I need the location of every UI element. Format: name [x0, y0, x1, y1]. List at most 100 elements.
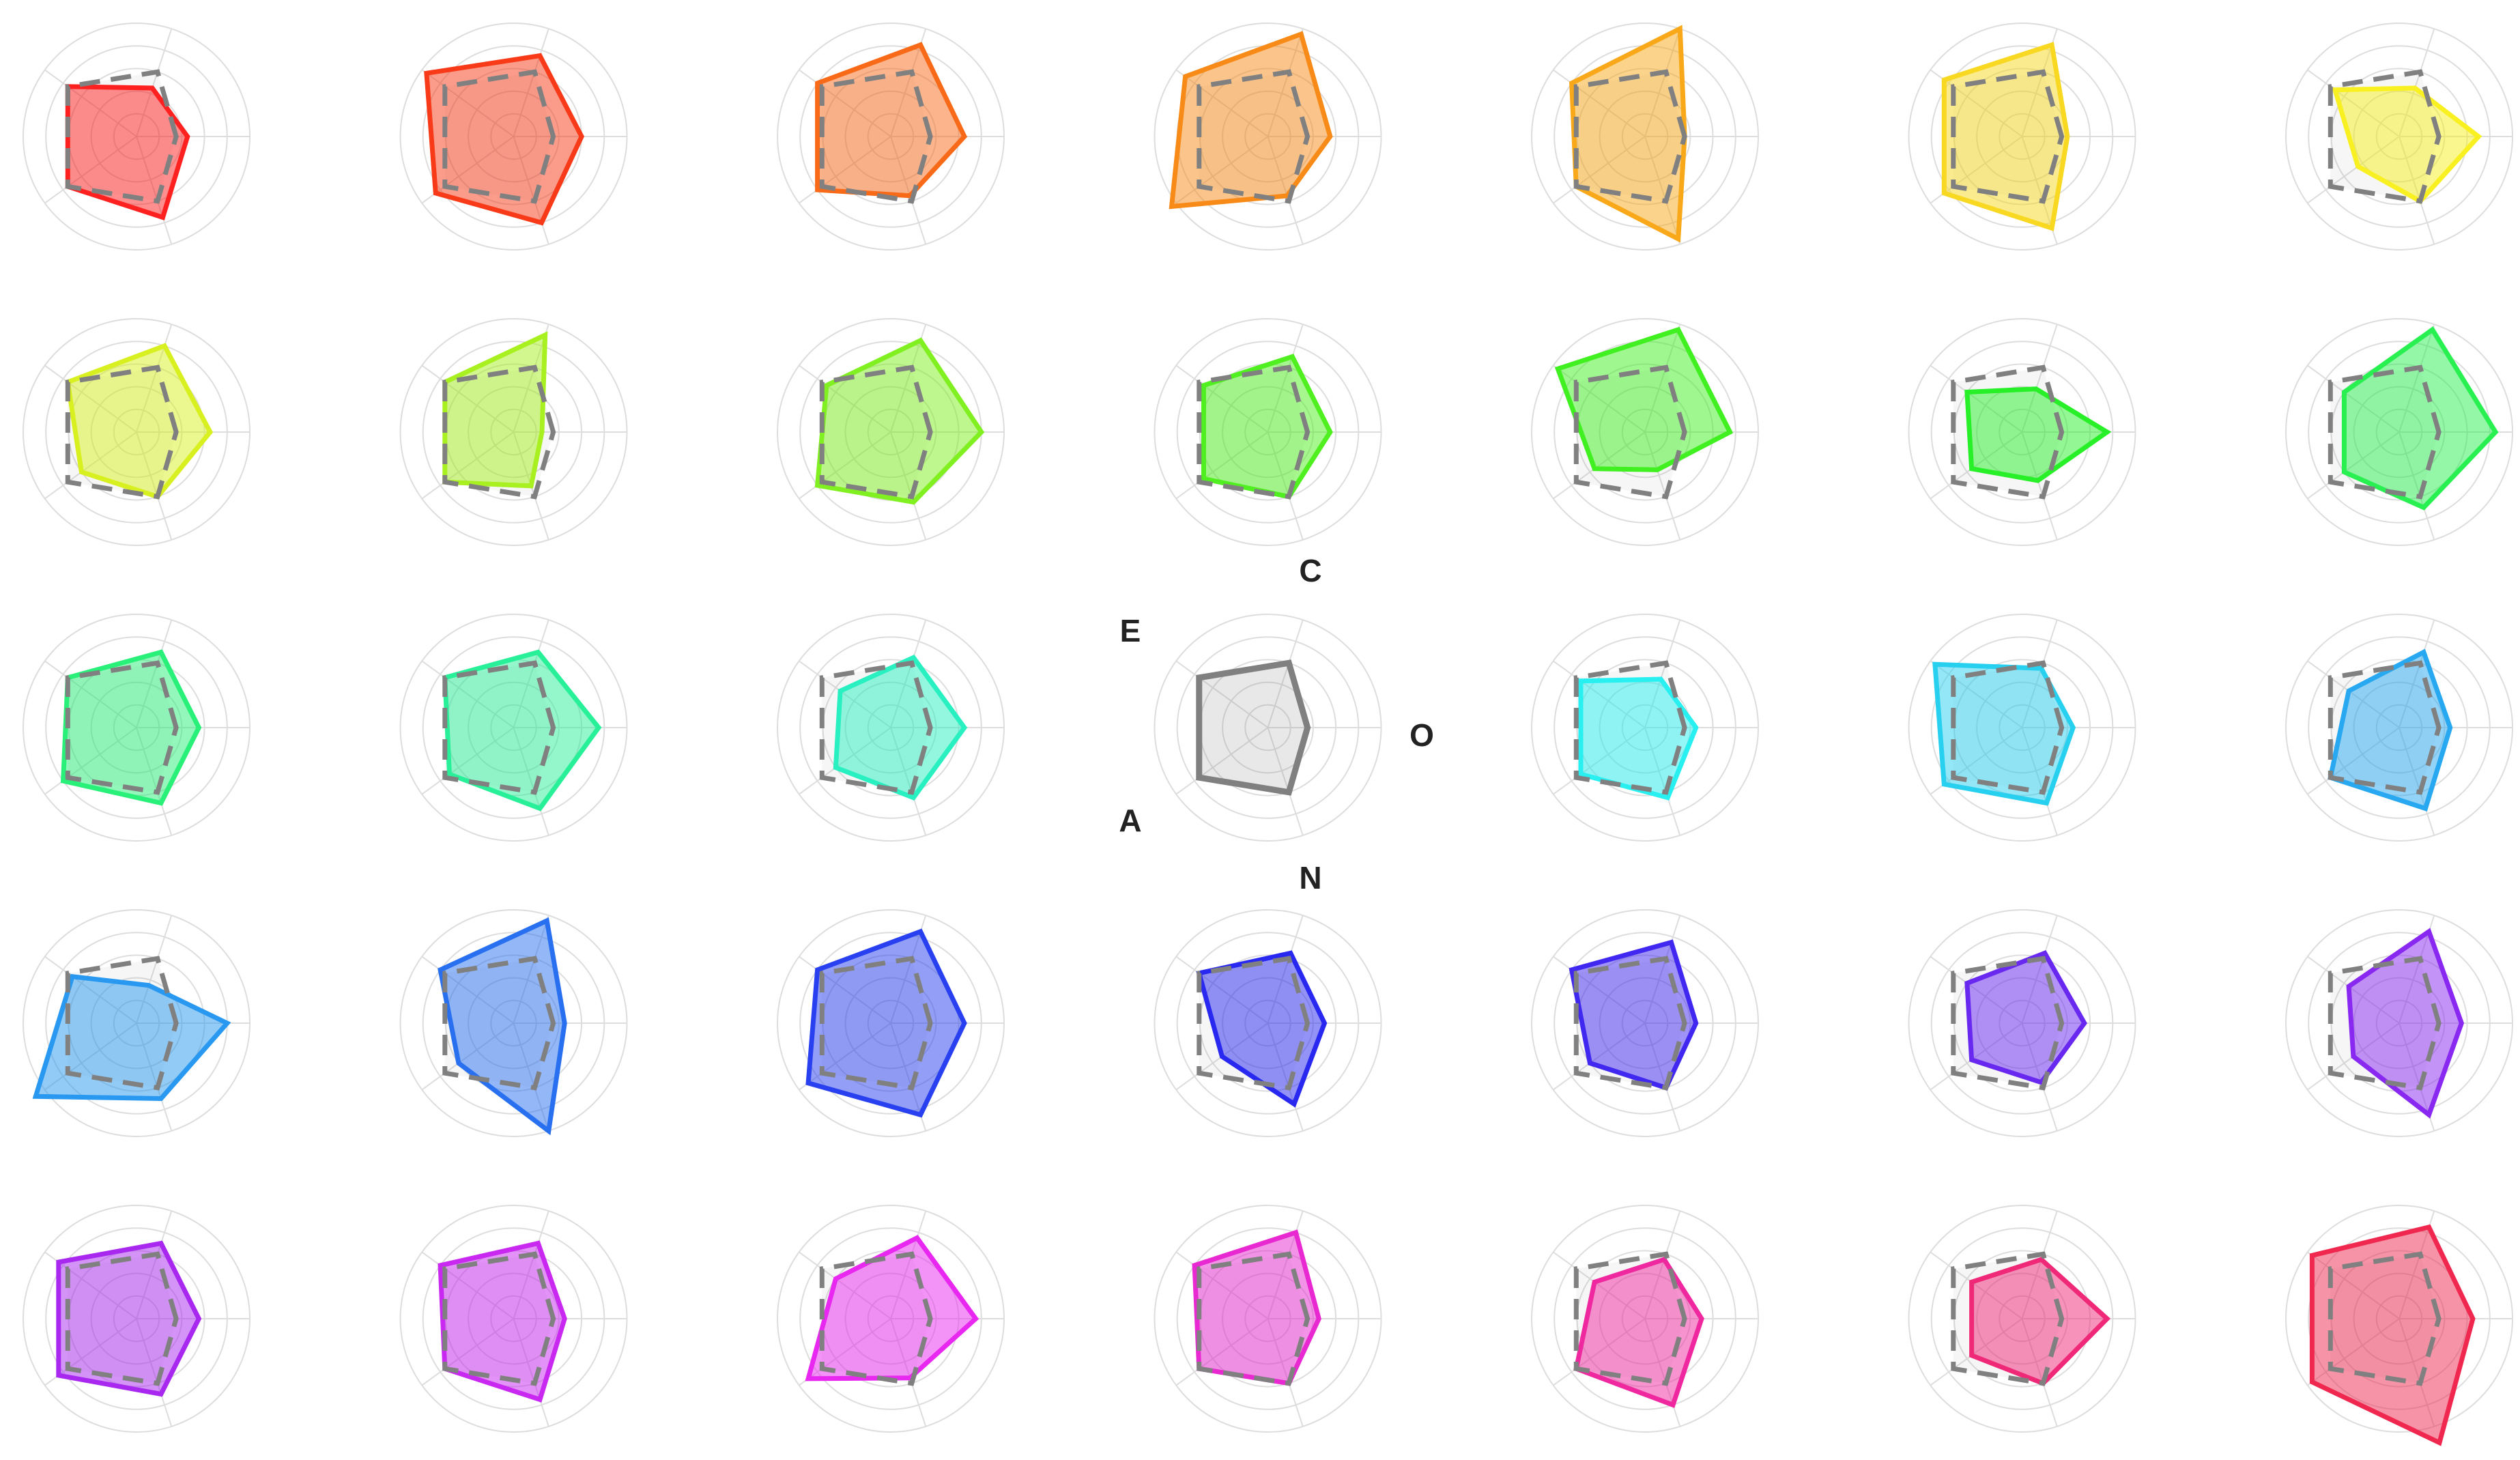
- radar-panel: [2285, 318, 2513, 546]
- radar-panel: [399, 23, 628, 251]
- panel-9-reference-polygon: [442, 364, 556, 500]
- panel-24-series-polygon: [1196, 950, 1328, 1108]
- panel-28-reference-polygon: [65, 1251, 179, 1386]
- panel-13-series-polygon: [1964, 386, 2112, 483]
- radar-panel: [1531, 23, 1759, 251]
- panel-14-reference-polygon: [2328, 364, 2442, 500]
- radar-panel: [1908, 1205, 2136, 1433]
- panel-15-reference-polygon: [65, 660, 179, 795]
- radar-panel: [23, 23, 250, 251]
- center-spoke-e: [1175, 660, 1269, 728]
- panel-19-reference-polygon: [1951, 660, 2065, 795]
- radar-panel: [1154, 23, 1382, 251]
- radar-panel: [1908, 614, 2136, 842]
- panel-17-series-polygon: [833, 655, 968, 801]
- panel-30-series-polygon: [805, 1235, 979, 1382]
- radar-panel: [777, 23, 1005, 251]
- radar-panel: [777, 318, 1005, 546]
- panel-33-series-polygon: [1969, 1257, 2111, 1386]
- panel-4-reference-polygon: [1197, 69, 1311, 204]
- panel-30-reference-polygon: [819, 1251, 933, 1386]
- radar-panel: [1908, 909, 2136, 1137]
- panel-34-reference-polygon: [2328, 1251, 2442, 1386]
- panel-27-reference-polygon: [2328, 956, 2442, 1091]
- panel-25-reference-polygon: [1573, 956, 1687, 1091]
- panel-2-reference-polygon: [442, 69, 556, 204]
- radar-panel: [777, 614, 1005, 842]
- panel-31-reference-polygon: [1197, 1251, 1311, 1386]
- panel-3-series-polygon: [815, 42, 968, 199]
- axis-label-n: N: [1299, 860, 1321, 896]
- radar-panel: [2285, 909, 2513, 1137]
- panel-23-series-polygon: [805, 928, 967, 1118]
- panel-8-reference-polygon: [65, 364, 179, 500]
- panel-8-series-polygon: [65, 343, 214, 500]
- panel-29-reference-polygon: [442, 1251, 556, 1386]
- panel-6-reference-polygon: [1951, 69, 2065, 204]
- radar-panel: [23, 318, 250, 546]
- radar-panel: [1908, 318, 2136, 546]
- center-radar: [1154, 614, 1382, 842]
- center-spoke-a: [1175, 727, 1269, 795]
- panel-21-series-polygon: [32, 973, 231, 1102]
- radar-panel: [399, 909, 628, 1137]
- panel-17-reference-polygon: [819, 660, 933, 795]
- radar-panel: [777, 1205, 1005, 1433]
- panel-16-reference-polygon: [442, 660, 556, 795]
- center-axis-labels: O C E A N: [1119, 553, 1434, 896]
- panel-21-reference-polygon: [65, 956, 179, 1091]
- center-spoke-n: [1267, 727, 1304, 836]
- axis-label-o: O: [1409, 717, 1434, 753]
- radar-panel: [2285, 1205, 2513, 1446]
- radar-panel: [2285, 614, 2513, 842]
- radar-panel: [399, 318, 628, 546]
- panel-3-reference-polygon: [819, 69, 933, 204]
- panel-4-series-polygon: [1169, 31, 1333, 210]
- center-spoke-c: [1267, 619, 1304, 728]
- radar-panel: [2285, 23, 2513, 251]
- radar-panel: [1908, 23, 2136, 251]
- axis-label-a: A: [1119, 803, 1141, 838]
- panel-13-reference-polygon: [1951, 364, 2065, 500]
- panel-7-reference-polygon: [2328, 69, 2442, 204]
- panel-24-reference-polygon: [1197, 956, 1311, 1091]
- panel-22-series-polygon: [438, 917, 567, 1136]
- radar-panel: [1531, 909, 1759, 1137]
- panel-32-reference-polygon: [1573, 1251, 1687, 1386]
- panel-10-reference-polygon: [819, 364, 933, 500]
- panel-6-series-polygon: [1941, 42, 2070, 231]
- center-series-polygon: [1196, 659, 1311, 796]
- panel-11-reference-polygon: [1197, 364, 1311, 500]
- radar-panel: [1531, 318, 1759, 546]
- panel-32-series-polygon: [1573, 1257, 1704, 1408]
- radar-panel: [777, 909, 1005, 1137]
- panel-26-reference-polygon: [1951, 956, 2065, 1091]
- panel-33-reference-polygon: [1951, 1251, 2065, 1386]
- radar-panel: [1154, 318, 1382, 546]
- panel-27-series-polygon: [2346, 928, 2465, 1119]
- radar-panel: [23, 614, 250, 842]
- panel-18-reference-polygon: [1573, 660, 1687, 795]
- panel-12-reference-polygon: [1573, 364, 1687, 500]
- panel-20-series-polygon: [2328, 648, 2453, 812]
- axis-label-e: E: [1120, 613, 1141, 648]
- panel-23-reference-polygon: [819, 956, 933, 1091]
- panel-22-reference-polygon: [442, 956, 556, 1091]
- radar-panels: [23, 23, 2513, 1446]
- panel-5-reference-polygon: [1573, 69, 1687, 204]
- panel-31-series-polygon: [1192, 1229, 1321, 1386]
- panel-20-reference-polygon: [2328, 660, 2442, 795]
- panel-9-series-polygon: [442, 331, 548, 489]
- axis-label-c: C: [1299, 553, 1321, 588]
- radar-panel: [23, 909, 250, 1137]
- panel-14-series-polygon: [2341, 326, 2499, 511]
- panel-10-series-polygon: [814, 337, 985, 505]
- radar-panel: [23, 1205, 250, 1433]
- radar-panel: [399, 614, 628, 842]
- radar-panel: [1531, 614, 1759, 842]
- panel-34-series-polygon: [2309, 1224, 2476, 1446]
- panel-18-series-polygon: [1578, 676, 1699, 801]
- radar-panel: [399, 1205, 628, 1433]
- radar-panel: [1154, 909, 1382, 1137]
